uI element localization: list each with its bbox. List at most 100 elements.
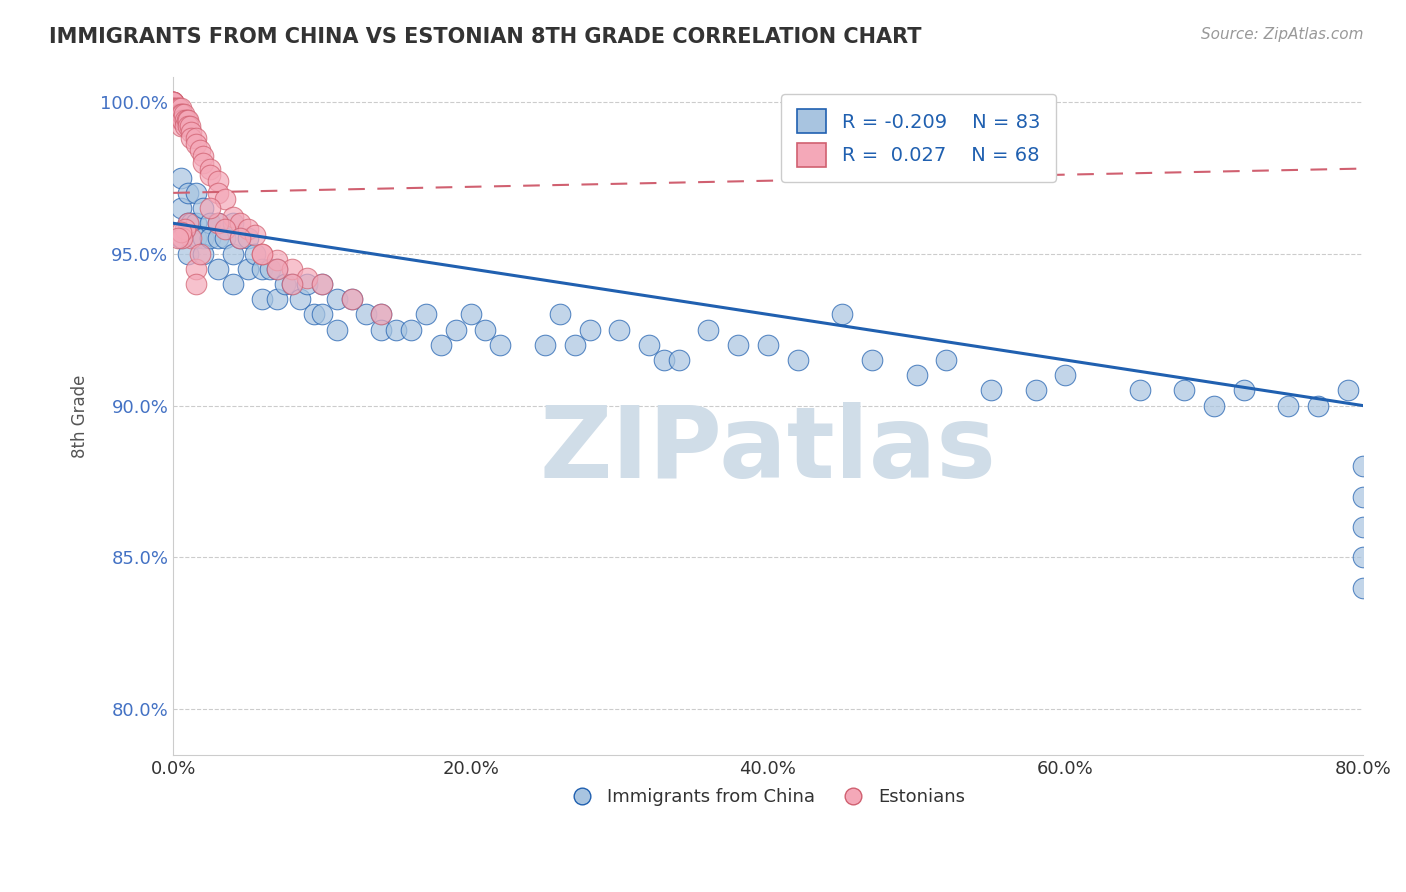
Point <box>266 292 288 306</box>
Point <box>474 322 496 336</box>
Point <box>430 338 453 352</box>
Point <box>295 277 318 291</box>
Point <box>166 101 188 115</box>
Point <box>214 222 236 236</box>
Point <box>295 271 318 285</box>
Point <box>162 95 184 109</box>
Text: ZIPatlas: ZIPatlas <box>540 401 997 499</box>
Point <box>191 155 214 169</box>
Point <box>259 261 281 276</box>
Point <box>177 216 200 230</box>
Point <box>370 307 392 321</box>
Point <box>177 246 200 260</box>
Point <box>180 131 202 145</box>
Point <box>162 110 184 124</box>
Point <box>169 170 191 185</box>
Point <box>935 353 957 368</box>
Point <box>221 216 243 230</box>
Point <box>184 131 207 145</box>
Point <box>980 384 1002 398</box>
Text: Source: ZipAtlas.com: Source: ZipAtlas.com <box>1201 27 1364 42</box>
Point <box>1306 399 1329 413</box>
Point <box>169 119 191 133</box>
Point <box>167 107 190 121</box>
Point <box>638 338 661 352</box>
Point <box>214 231 236 245</box>
Point <box>1351 550 1374 565</box>
Point <box>184 216 207 230</box>
Point <box>727 338 749 352</box>
Point <box>460 307 482 321</box>
Point <box>534 338 557 352</box>
Point <box>288 292 311 306</box>
Point <box>340 292 363 306</box>
Point <box>173 107 195 121</box>
Point <box>184 261 207 276</box>
Point <box>162 107 184 121</box>
Point <box>229 216 252 230</box>
Point <box>169 112 191 127</box>
Point <box>214 192 236 206</box>
Point <box>786 353 808 368</box>
Point <box>370 322 392 336</box>
Point <box>266 252 288 267</box>
Point <box>177 112 200 127</box>
Point <box>1351 459 1374 474</box>
Point <box>697 322 720 336</box>
Point <box>252 246 274 260</box>
Point <box>252 261 274 276</box>
Point <box>174 112 197 127</box>
Point <box>169 101 191 115</box>
Point <box>311 307 333 321</box>
Point <box>1351 490 1374 504</box>
Point <box>370 307 392 321</box>
Point <box>162 95 184 109</box>
Point <box>165 101 187 115</box>
Point <box>326 322 349 336</box>
Point <box>191 149 214 163</box>
Point <box>180 216 202 230</box>
Y-axis label: 8th Grade: 8th Grade <box>72 375 89 458</box>
Point <box>162 101 184 115</box>
Point <box>207 216 229 230</box>
Point <box>652 353 675 368</box>
Point <box>311 277 333 291</box>
Point <box>266 261 288 276</box>
Point <box>860 353 883 368</box>
Point <box>668 353 690 368</box>
Point <box>281 277 304 291</box>
Point <box>1277 399 1299 413</box>
Point <box>177 186 200 200</box>
Point <box>281 261 304 276</box>
Point <box>162 95 184 109</box>
Point <box>221 246 243 260</box>
Point <box>176 112 198 127</box>
Point <box>191 231 214 245</box>
Point <box>578 322 600 336</box>
Point <box>188 144 211 158</box>
Point <box>252 292 274 306</box>
Point <box>177 119 200 133</box>
Point <box>184 137 207 152</box>
Point <box>1202 399 1225 413</box>
Point <box>169 226 191 240</box>
Point <box>169 231 191 245</box>
Point <box>169 107 191 121</box>
Point <box>304 307 326 321</box>
Point <box>162 95 184 109</box>
Point <box>188 246 211 260</box>
Point <box>1054 368 1077 383</box>
Legend: Immigrants from China, Estonians: Immigrants from China, Estonians <box>564 781 973 814</box>
Point <box>166 107 188 121</box>
Point <box>548 307 571 321</box>
Point <box>243 228 266 243</box>
Point <box>326 292 349 306</box>
Point <box>174 222 197 236</box>
Point <box>165 107 187 121</box>
Point <box>564 338 586 352</box>
Point <box>1351 581 1374 595</box>
Point <box>607 322 630 336</box>
Point <box>180 125 202 139</box>
Point <box>180 231 202 245</box>
Point <box>221 210 243 224</box>
